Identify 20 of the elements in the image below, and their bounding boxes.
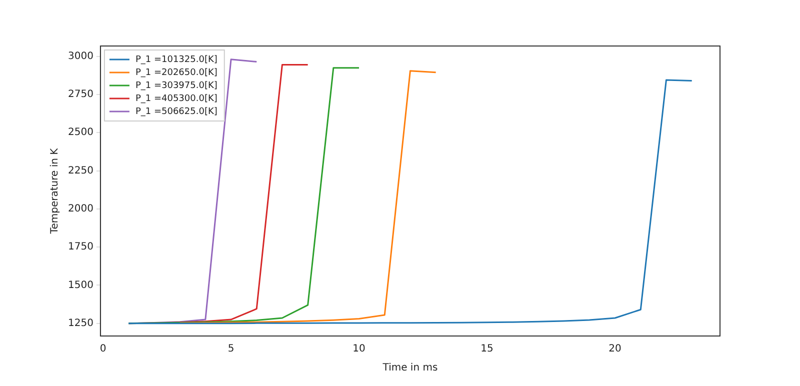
y-tick-label: 1750 [68,242,94,253]
legend-label: P_1 =202650.0[K] [135,68,218,78]
x-axis-title: Time in ms [382,362,438,374]
x-tick-label: 0 [100,344,106,355]
y-tick-label: 2250 [68,165,94,176]
x-tick-label: 20 [608,344,622,355]
y-tick-label: 3000 [68,50,94,62]
y-axis-title: Temperature in K [50,148,61,235]
y-tick-label: 1500 [68,280,94,291]
x-tick-label: 10 [352,344,366,355]
y-tick-label: 1250 [68,318,94,329]
legend-label: P_1 =303975.0[K] [135,80,218,91]
legend-label: P_1 =101325.0[K] [135,54,218,65]
x-tick-label: 15 [480,344,494,355]
y-tick-label: 2000 [68,204,94,215]
x-tick-label: 5 [228,344,234,355]
y-tick-label: 2750 [68,89,94,100]
legend-label: P_1 =405300.0[K] [135,94,218,104]
y-tick-label: 2500 [68,127,94,138]
legend-label: P_1 =506625.0[K] [135,106,218,117]
